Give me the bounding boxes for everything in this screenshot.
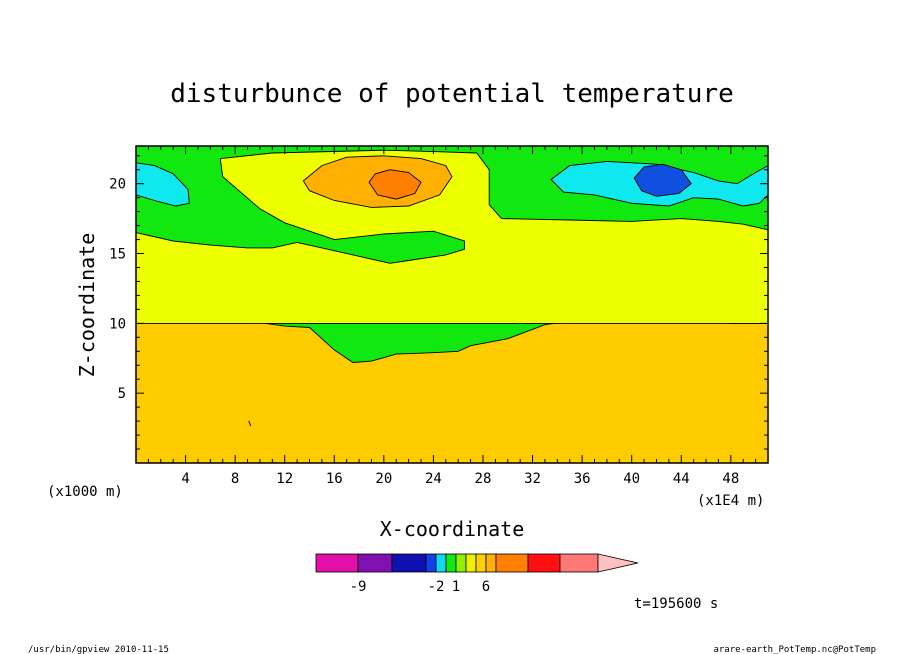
- colorbar: -9 -2 1 6: [315, 553, 639, 595]
- colorbar-label: -2: [428, 579, 445, 595]
- colorbar-triangle: [597, 553, 639, 573]
- x-tick-label: 44: [673, 471, 690, 487]
- colorbar-box: [485, 553, 497, 573]
- colorbar-box: [435, 553, 447, 573]
- chart-title: disturbunce of potential temperature: [170, 79, 734, 109]
- contour-mark: [248, 420, 252, 427]
- colorbar-box: [475, 553, 487, 573]
- x-tick-label: 8: [231, 471, 239, 487]
- colorbar-label: -9: [350, 579, 367, 595]
- x-tick-label: 12: [276, 471, 293, 487]
- colorbar-box: [445, 553, 457, 573]
- y-tick-label: 20: [109, 177, 126, 193]
- dark-orange-blob: [368, 169, 422, 200]
- x-tick-label: 32: [524, 471, 541, 487]
- x-axis-ticks: 4 8 12 16 20 24 28 32 36 40 44 48: [147, 146, 757, 487]
- colorbar-box: [527, 553, 561, 573]
- y-axis-label: Z-coordinate: [75, 233, 99, 378]
- cyan-left-blob: [135, 162, 190, 207]
- yellow-layer: [135, 149, 769, 324]
- colorbar-box: [465, 553, 477, 573]
- x-tick-label: 20: [375, 471, 392, 487]
- x-unit-left: (x1000 m): [47, 484, 123, 500]
- x-tick-label: 24: [425, 471, 442, 487]
- colorbar-label: 1: [452, 579, 460, 595]
- y-axis-ticks: 5 10 15 20: [109, 155, 768, 450]
- y-tick-label: 10: [109, 316, 126, 332]
- x-tick-label: 28: [475, 471, 492, 487]
- footer-left: /usr/bin/gpview 2010-11-15: [28, 645, 169, 654]
- y-tick-label: 5: [118, 386, 126, 402]
- blue-right-blob: [633, 163, 692, 197]
- x-tick-label: 16: [326, 471, 343, 487]
- colorbar-box: [357, 553, 393, 573]
- footer-right: arare-earth_PotTemp.nc@PotTemp: [713, 645, 876, 654]
- colorbar-box: [495, 553, 529, 573]
- x-tick-label: 40: [623, 471, 640, 487]
- y-tick-label: 15: [109, 247, 126, 263]
- x-axis-label: X-coordinate: [380, 517, 525, 541]
- colorbar-box: [559, 553, 599, 573]
- contour-fills: [135, 149, 769, 464]
- colorbar-box: [425, 553, 437, 573]
- x-tick-label: 4: [181, 471, 189, 487]
- colorbar-label: 6: [482, 579, 490, 595]
- colorbar-box: [391, 553, 427, 573]
- x-unit-right: (x1E4 m): [697, 493, 764, 509]
- time-label: t=195600 s: [634, 596, 718, 612]
- x-tick-label: 48: [722, 471, 739, 487]
- colorbar-box: [315, 553, 359, 573]
- plot-frame: [135, 145, 769, 464]
- colorbar-box: [455, 553, 467, 573]
- x-tick-label: 36: [574, 471, 591, 487]
